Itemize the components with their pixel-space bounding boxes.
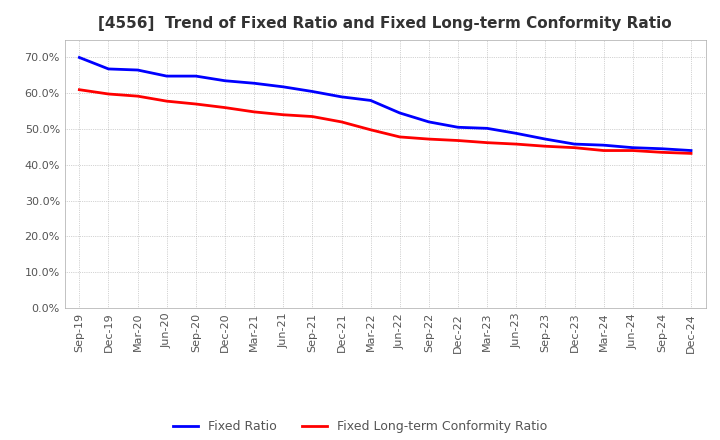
Legend: Fixed Ratio, Fixed Long-term Conformity Ratio: Fixed Ratio, Fixed Long-term Conformity … bbox=[168, 415, 552, 438]
Fixed Ratio bbox=[454, 125, 462, 130]
Fixed Ratio bbox=[687, 148, 696, 153]
Fixed Long-term Conformity Ratio bbox=[454, 138, 462, 143]
Fixed Long-term Conformity Ratio bbox=[366, 127, 375, 132]
Line: Fixed Ratio: Fixed Ratio bbox=[79, 58, 691, 150]
Fixed Ratio bbox=[220, 78, 229, 84]
Fixed Long-term Conformity Ratio bbox=[570, 145, 579, 150]
Title: [4556]  Trend of Fixed Ratio and Fixed Long-term Conformity Ratio: [4556] Trend of Fixed Ratio and Fixed Lo… bbox=[99, 16, 672, 32]
Fixed Long-term Conformity Ratio bbox=[657, 150, 666, 155]
Fixed Ratio bbox=[308, 89, 317, 94]
Fixed Ratio bbox=[104, 66, 113, 72]
Fixed Long-term Conformity Ratio bbox=[279, 112, 287, 117]
Fixed Long-term Conformity Ratio bbox=[395, 134, 404, 139]
Fixed Long-term Conformity Ratio bbox=[250, 109, 258, 114]
Fixed Long-term Conformity Ratio bbox=[337, 119, 346, 125]
Fixed Ratio bbox=[163, 73, 171, 79]
Fixed Long-term Conformity Ratio bbox=[75, 87, 84, 92]
Fixed Ratio bbox=[512, 131, 521, 136]
Fixed Long-term Conformity Ratio bbox=[599, 148, 608, 153]
Fixed Ratio bbox=[366, 98, 375, 103]
Fixed Long-term Conformity Ratio bbox=[104, 92, 113, 97]
Fixed Ratio bbox=[599, 143, 608, 148]
Fixed Ratio bbox=[395, 110, 404, 116]
Fixed Ratio bbox=[425, 119, 433, 125]
Fixed Long-term Conformity Ratio bbox=[220, 105, 229, 110]
Fixed Long-term Conformity Ratio bbox=[687, 151, 696, 156]
Fixed Long-term Conformity Ratio bbox=[163, 99, 171, 104]
Fixed Ratio bbox=[337, 94, 346, 99]
Fixed Ratio bbox=[250, 81, 258, 86]
Fixed Long-term Conformity Ratio bbox=[512, 141, 521, 147]
Fixed Ratio bbox=[541, 136, 550, 142]
Fixed Long-term Conformity Ratio bbox=[541, 143, 550, 149]
Fixed Long-term Conformity Ratio bbox=[483, 140, 492, 145]
Fixed Long-term Conformity Ratio bbox=[192, 101, 200, 106]
Fixed Long-term Conformity Ratio bbox=[425, 136, 433, 142]
Fixed Ratio bbox=[192, 73, 200, 79]
Fixed Ratio bbox=[629, 145, 637, 150]
Fixed Long-term Conformity Ratio bbox=[308, 114, 317, 119]
Fixed Ratio bbox=[570, 141, 579, 147]
Fixed Ratio bbox=[657, 146, 666, 151]
Fixed Ratio bbox=[483, 126, 492, 131]
Fixed Ratio bbox=[133, 67, 142, 73]
Line: Fixed Long-term Conformity Ratio: Fixed Long-term Conformity Ratio bbox=[79, 90, 691, 154]
Fixed Long-term Conformity Ratio bbox=[133, 94, 142, 99]
Fixed Ratio bbox=[279, 84, 287, 89]
Fixed Ratio bbox=[75, 55, 84, 60]
Fixed Long-term Conformity Ratio bbox=[629, 148, 637, 153]
